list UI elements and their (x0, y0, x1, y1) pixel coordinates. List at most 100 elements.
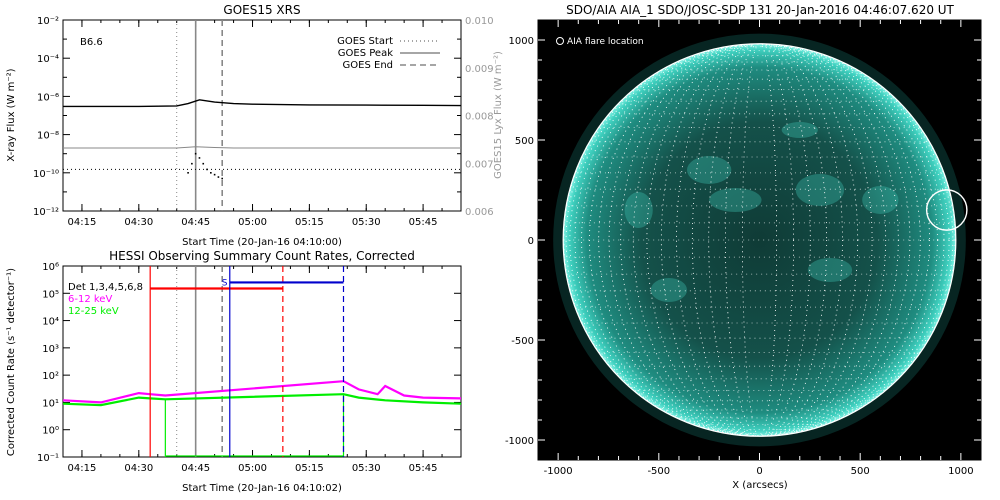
aia-legend: AIA flare location (556, 37, 644, 47)
goes-scatter-point (221, 177, 223, 180)
aia-y-tick-label: 500 (515, 136, 534, 147)
flare-location-circle (925, 189, 968, 231)
goes-scatter-point (194, 152, 197, 155)
goes-scatter-point (206, 168, 208, 171)
goes-x-ticks: 04:15 04:30 04:45 05:00 05:15 05:30 05:45 (62, 20, 462, 228)
longitude-line (691, 43, 828, 437)
hessi-legend-label: Det 1,3,4,5,6,8 (68, 282, 143, 293)
goes-scatter-point (210, 172, 212, 174)
goes-short-channel-line (63, 146, 461, 149)
goes-legend-label: GOES End (343, 60, 393, 71)
hessi-panel: HESSI Observing Summary Count Rates, Cor… (6, 249, 462, 494)
goes-xrs-panel: GOES15 XRS 04:15 04:30 04:45 05:00 05:15 05:3… (6, 3, 504, 248)
aia-y-tick-label: -1000 (505, 436, 534, 447)
aia-x-tick-label: -500 (647, 466, 670, 477)
aia-y-tick-label: 1000 (509, 36, 534, 47)
goes-class-annotation: B6.6 (80, 37, 103, 48)
goes-y-tick-label: 10⁻⁴ (37, 54, 59, 65)
longitude-line (646, 43, 873, 437)
goes-y-tick-label: 10⁻² (37, 16, 59, 27)
longitude-line (608, 43, 911, 437)
goes-x-tick-label: 05:00 (238, 217, 267, 228)
longitude-line (565, 43, 954, 437)
active-region (624, 192, 653, 228)
goes-scatter-point (198, 157, 201, 159)
aia-x-tick-label: 0 (756, 466, 762, 477)
longitude-line (708, 43, 811, 437)
goes-x-tick-label: 04:45 (181, 217, 210, 228)
hessi-y-tick-label: 10⁰ (42, 426, 59, 437)
active-region (862, 186, 899, 214)
aia-image-panel: SDO/AIA AIA_1 SDO/JOSC-SDP 131 20-Jan-20… (505, 3, 982, 491)
active-region (781, 122, 818, 138)
goes-y2-tick-label: 0.008 (465, 112, 494, 123)
hessi-x-tick-label: 05:00 (238, 463, 267, 474)
goes-x-tick-label: 04:15 (68, 217, 97, 228)
hessi-x-tick-label: 04:15 (68, 463, 97, 474)
hessi-y-tick-label: 10⁵ (42, 289, 59, 300)
sun-disk-layer (553, 33, 968, 447)
active-region (650, 278, 688, 302)
active-region (709, 188, 762, 212)
goes-title: GOES15 XRS (223, 3, 300, 17)
aia-legend-label: AIA flare location (567, 37, 644, 47)
goes-x-tick-label: 05:15 (295, 217, 324, 228)
active-region (807, 258, 853, 282)
goes-x-tick-label: 05:30 (352, 217, 381, 228)
active-region (795, 174, 845, 206)
heliographic-grid (563, 43, 956, 437)
longitude-line (660, 43, 859, 437)
hessi-interval-marker-label: S (222, 278, 228, 288)
longitude-line (741, 43, 778, 437)
hessi-y-tick-label: 10³ (42, 344, 59, 355)
hessi-y-tick-label: 10² (42, 371, 59, 382)
goes-y-axis-label: X-ray Flux (W m⁻²) (6, 68, 17, 161)
solar-limb (562, 43, 957, 437)
goes-x-tick-label: 04:30 (124, 217, 153, 228)
hessi-y-tick-label: 10⁴ (42, 317, 59, 328)
goes-legend-label: GOES Start (337, 36, 393, 47)
hessi-y-axis-label: Corrected Count Rate (s⁻¹ detector⁻¹) (6, 268, 17, 456)
goes-scatter-point (191, 162, 193, 165)
aia-x-ticks: -1000 -500 0 500 1000 (544, 20, 974, 477)
longitude-line (598, 43, 921, 437)
goes-scatter-point (202, 162, 205, 165)
goes-y-tick-label: 10⁻¹² (33, 207, 59, 218)
goes-scatter-point (187, 172, 189, 174)
goes-x-axis-label: Start Time (20-Jan-16 04:10:00) (182, 237, 342, 248)
hessi-x-tick-label: 05:30 (352, 463, 381, 474)
aia-x-axis-label: X (arcsecs) (732, 480, 788, 491)
goes-y2-tick-label: 0.007 (465, 159, 494, 170)
longitude-line (589, 43, 930, 437)
hessi-legend-label: 6-12 keV (68, 294, 112, 305)
active-regions (624, 122, 956, 302)
hessi-y-tick-label: 10¹ (42, 398, 59, 409)
goes-y-tick-label: 10⁻⁶ (37, 92, 59, 103)
goes-y2-tick-label: 0.006 (465, 207, 494, 218)
longitude-line (620, 43, 899, 437)
aia-x-tick-label: 500 (851, 466, 870, 477)
longitude-line (574, 43, 945, 437)
hessi-y-ticks: 10⁶ 10⁵ 10⁴ 10³ 10² 10¹ 10⁰ 10⁻¹ (37, 262, 461, 464)
aia-legend-marker (556, 37, 564, 45)
hessi-title: HESSI Observing Summary Count Rates, Cor… (109, 249, 415, 263)
aia-y-tick-label: 0 (528, 236, 534, 247)
hessi-plot-frame (62, 265, 462, 458)
aia-title: SDO/AIA AIA_1 SDO/JOSC-SDP 131 20-Jan-20… (566, 3, 954, 17)
aia-y-tick-label: -500 (511, 336, 534, 347)
hessi-x-tick-label: 04:45 (181, 463, 210, 474)
longitude-line (676, 43, 843, 437)
hessi-x-axis-label: Start Time (20-Jan-16 04:10:02) (182, 483, 342, 494)
longitude-line (569, 43, 950, 437)
goes-data-layer (63, 20, 461, 211)
goes-y2-tick-label: 0.009 (465, 64, 494, 75)
aia-y-ticks: 1000 500 0 -500 -1000 (505, 36, 981, 447)
hessi-x-ticks: 04:15 04:30 04:45 05:00 05:15 05:30 05:45 (62, 266, 462, 474)
hessi-y-tick-label: 10⁶ (42, 262, 59, 273)
longitude-line (563, 43, 956, 437)
hessi-data-layer: S (63, 266, 461, 457)
aia-x-tick-label: 1000 (948, 466, 973, 477)
longitude-line (725, 43, 794, 437)
